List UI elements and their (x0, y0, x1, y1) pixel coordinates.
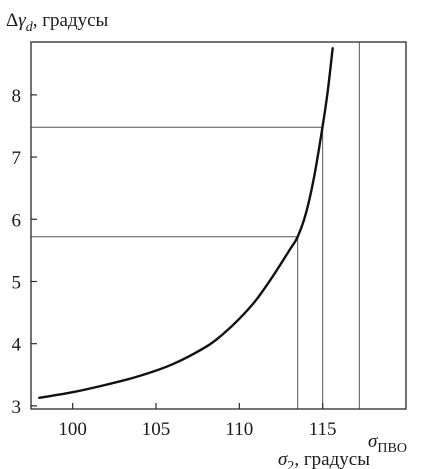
x-tick-label-105: 105 (142, 419, 171, 440)
y-tick-label-4: 4 (12, 335, 22, 356)
x-tick-label-115: 115 (309, 419, 337, 440)
y-axis-label: Δγd, градусы (6, 10, 109, 35)
y-tick-label-7: 7 (12, 148, 22, 169)
sigma-pvo-annotation: σПВО (368, 431, 407, 456)
y-tick-label-8: 8 (12, 86, 22, 107)
y-tick-label-6: 6 (12, 210, 22, 231)
y-tick-label-5: 5 (12, 272, 22, 293)
x-tick-label-110: 110 (225, 419, 253, 440)
series-line (38, 47, 334, 399)
plot-frame (30, 41, 407, 410)
x-axis-label: σ2, градусы (278, 449, 370, 469)
y-tick-label-3: 3 (12, 397, 22, 418)
x-tick-label-100: 100 (58, 419, 87, 440)
